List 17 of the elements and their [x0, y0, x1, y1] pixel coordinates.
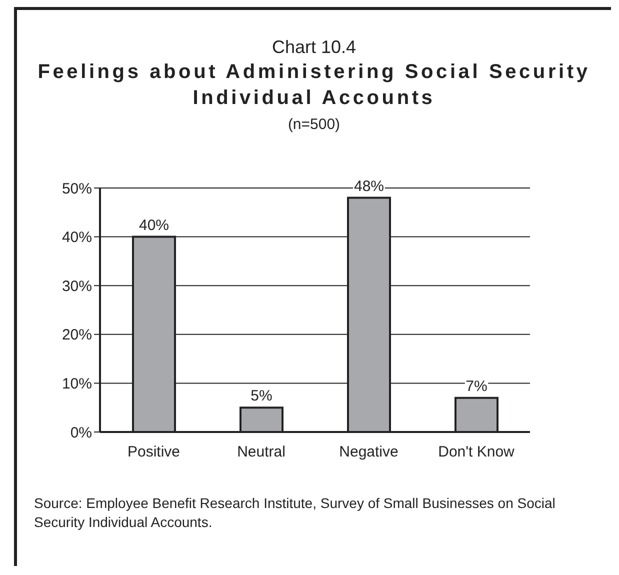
x-tick-label: Positive — [127, 444, 180, 461]
data-label: 5% — [250, 388, 272, 405]
chart-title: Chart 10.4 Feelings about Administering Social Security Individual Accounts — [36, 36, 592, 111]
y-tick-label: 50% — [62, 180, 92, 198]
data-label: 7% — [466, 378, 488, 395]
y-tick-label: 30% — [62, 278, 92, 295]
y-tick-label: 40% — [62, 229, 92, 246]
x-tick-label: Don't Know — [438, 444, 515, 461]
y-tick-label: 0% — [70, 424, 92, 442]
data-label: 40% — [138, 216, 170, 234]
y-tick-label: 10% — [62, 376, 92, 393]
y-tick-label: 20% — [62, 326, 92, 344]
source-note: Source: Employee Benefit Research Institute, Survey of Small Businesses on Social Security Individual Accounts. — [34, 494, 556, 532]
x-tick-label: Negative — [339, 444, 398, 461]
data-label: 48% — [354, 178, 384, 195]
chart-subtitle: (n=500) — [286, 115, 342, 135]
x-tick-label: Neutral — [237, 444, 286, 461]
